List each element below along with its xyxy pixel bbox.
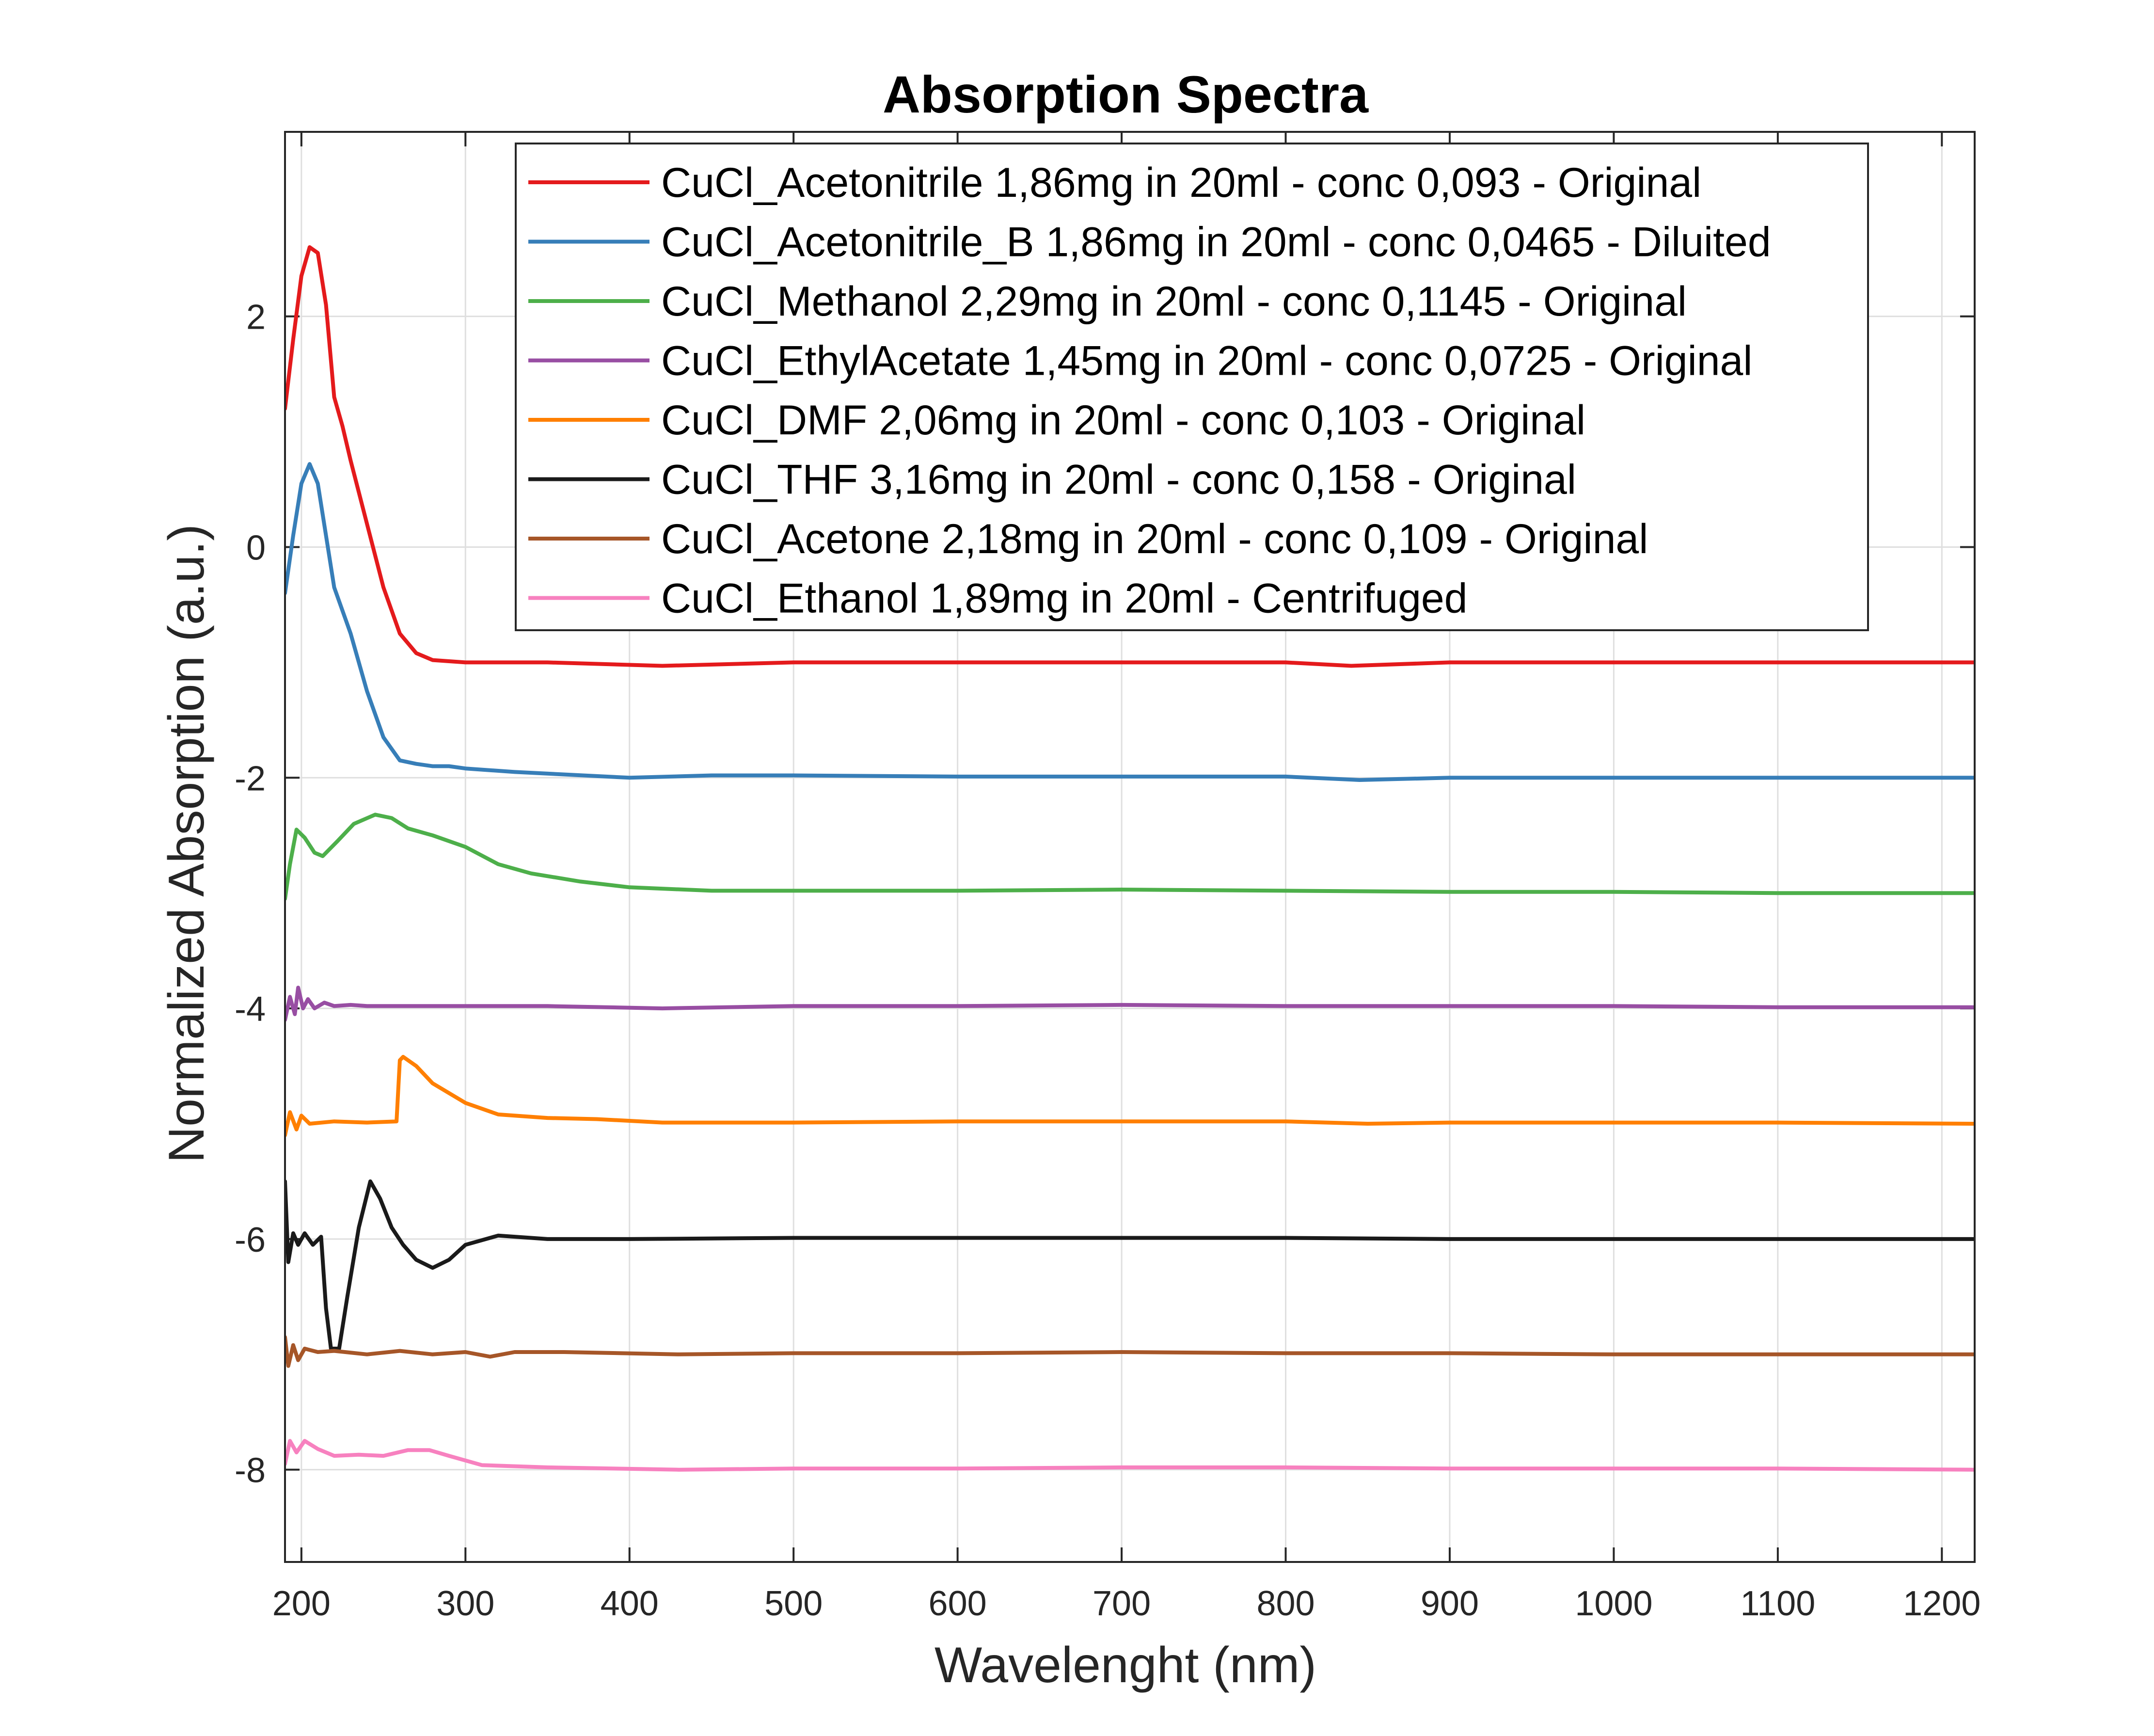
y-tick-label: -6 <box>235 1221 266 1259</box>
series-line-1 <box>285 245 1975 668</box>
series-line-2 <box>285 462 1975 782</box>
series-line-3 <box>285 812 1975 901</box>
x-tick-label: 400 <box>601 1584 659 1623</box>
axes-box <box>284 131 1976 1563</box>
legend-entry-5: CuCl_DMF 2,06mg in 20ml - conc 0,103 - O… <box>661 397 1585 444</box>
x-axis-label: Wavelenght (nm) <box>934 1637 1316 1693</box>
x-tick-label: 300 <box>436 1584 494 1623</box>
legend-entry-3: CuCl_Methanol 2,29mg in 20ml - conc 0,11… <box>661 278 1687 325</box>
y-tick-label: -8 <box>235 1451 266 1490</box>
legend-entry-1: CuCl_Acetonitrile 1,86mg in 20ml - conc … <box>661 159 1701 206</box>
y-tick-label: 0 <box>246 528 266 567</box>
chart-title: Absorption Spectra <box>883 65 1369 124</box>
series-line-4 <box>285 986 1975 1022</box>
legend-entry-2: CuCl_Acetonitrile_B 1,86mg in 20ml - con… <box>661 219 1771 266</box>
series-line-8 <box>285 1439 1975 1472</box>
legend-entry-7: CuCl_Acetone 2,18mg in 20ml - conc 0,109… <box>661 516 1648 562</box>
legend-entry-8: CuCl_Ethanol 1,89mg in 20ml - Centrifuge… <box>661 575 1468 622</box>
x-tick-label: 700 <box>1093 1584 1151 1623</box>
y-tick-label: 2 <box>246 298 266 337</box>
x-tick-label: 1200 <box>1903 1584 1980 1623</box>
series-line-6 <box>285 1179 1975 1351</box>
legend-box <box>515 143 1869 631</box>
legend-entry-4: CuCl_EthylAcetate 1,45mg in 20ml - conc … <box>661 338 1752 384</box>
x-tick-label: 800 <box>1256 1584 1315 1623</box>
x-tick-label: 1000 <box>1575 1584 1652 1623</box>
x-tick-label: 500 <box>764 1584 823 1623</box>
series-line-7 <box>285 1335 1975 1368</box>
x-tick-label: 200 <box>272 1584 331 1623</box>
y-axis-label: Normalized Absorption (a.u.) <box>158 524 215 1163</box>
x-tick-label: 1100 <box>1740 1584 1815 1623</box>
legend: CuCl_Acetonitrile 1,86mg in 20ml - conc … <box>515 143 1869 631</box>
x-tick-label: 600 <box>929 1584 987 1623</box>
x-tick-label: 900 <box>1421 1584 1479 1623</box>
series-group <box>285 245 1975 1472</box>
y-tick-label: -4 <box>235 990 266 1029</box>
series-line-5 <box>285 1055 1975 1137</box>
y-tick-label: -2 <box>235 759 266 798</box>
legend-entry-6: CuCl_THF 3,16mg in 20ml - conc 0,158 - O… <box>661 457 1576 503</box>
